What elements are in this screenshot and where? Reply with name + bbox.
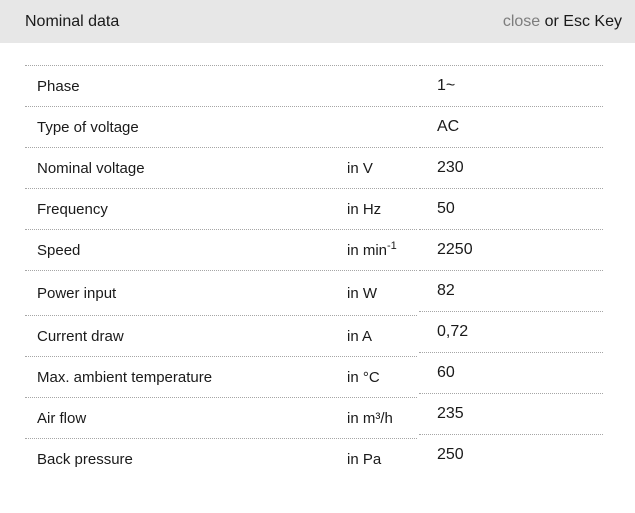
spec-unit: in °C [347,369,417,386]
spec-unit-text: in Hz [347,200,382,218]
spec-row: Phase [25,65,417,106]
spec-row: Speed in min-1 [25,229,417,270]
spec-value-cell: 0,72 [419,311,603,352]
spec-unit-text: in V [347,159,373,177]
spec-row: Max. ambient temperature in °C [25,356,417,397]
spec-value-cell: 1~ [419,65,603,106]
spec-value: 60 [437,364,455,381]
spec-unit-text: in Pa [347,450,382,468]
spec-value: 2250 [437,241,473,258]
spec-value-cell: AC [419,106,603,147]
spec-value-cell: 82 [419,270,603,311]
spec-value: 230 [437,159,464,176]
spec-value: 50 [437,200,455,217]
close-button[interactable]: close [502,13,541,30]
close-controls: close or Esc Key [503,0,622,43]
spec-unit-text: in m³/h [347,409,393,427]
spec-unit-text: in A [347,327,373,345]
spec-labels-column: Phase Type of voltage Nominal voltage in… [25,65,417,479]
spec-value: 82 [437,282,455,299]
spec-unit: in m³/h [347,410,417,427]
spec-row: Nominal voltage in V [25,147,417,188]
spec-label: Air flow [37,409,87,427]
modal-header: Nominal data close or Esc Key [0,0,635,43]
spec-label: Max. ambient temperature [37,368,213,386]
spec-value-cell: 2250 [419,229,603,270]
spec-unit-text: in min [347,241,388,259]
nominal-data-modal: Nominal data close or Esc Key Phase Type… [0,0,635,479]
spec-value-cell: 230 [419,147,603,188]
spec-value-cell: 235 [419,393,603,434]
spec-row: Current draw in A [25,315,417,356]
spec-unit: in V [347,160,417,177]
spec-unit: in Pa [347,451,417,468]
spec-unit-text: in °C [347,368,380,386]
spec-value: 0,72 [437,323,469,340]
spec-unit: in min-1 [347,239,417,259]
spec-value-cell: 50 [419,188,603,229]
spec-label: Type of voltage [37,118,139,136]
spec-values-column: 1~ AC 230 50 2250 82 0,72 60 235 250 [419,65,603,475]
spec-value-cell: 60 [419,352,603,393]
spec-unit: in A [347,328,417,345]
spec-value: 1~ [437,77,456,94]
spec-label: Speed [37,241,81,259]
spec-label: Phase [37,77,80,95]
spec-value: 235 [437,405,464,422]
spec-label: Back pressure [37,450,133,468]
spec-unit-text: in W [347,284,377,302]
esc-key-hint: or Esc Key [540,13,622,30]
spec-unit: in W [347,285,417,302]
unit-superscript: -1 [387,239,397,252]
spec-row: Power input in W [25,270,417,315]
spec-unit: in Hz [347,201,417,218]
spec-row: Frequency in Hz [25,188,417,229]
spec-label: Current draw [37,327,124,345]
spec-value: AC [437,118,460,135]
modal-title: Nominal data [25,13,120,30]
spec-row: Back pressure in Pa [25,438,417,479]
spec-label: Nominal voltage [37,159,145,177]
spec-value-cell: 250 [419,434,603,475]
spec-row: Type of voltage [25,106,417,147]
spec-label: Frequency [37,200,108,218]
spec-row: Air flow in m³/h [25,397,417,438]
spec-value: 250 [437,446,464,463]
spec-label: Power input [37,284,117,302]
spec-table: Phase Type of voltage Nominal voltage in… [25,65,635,479]
